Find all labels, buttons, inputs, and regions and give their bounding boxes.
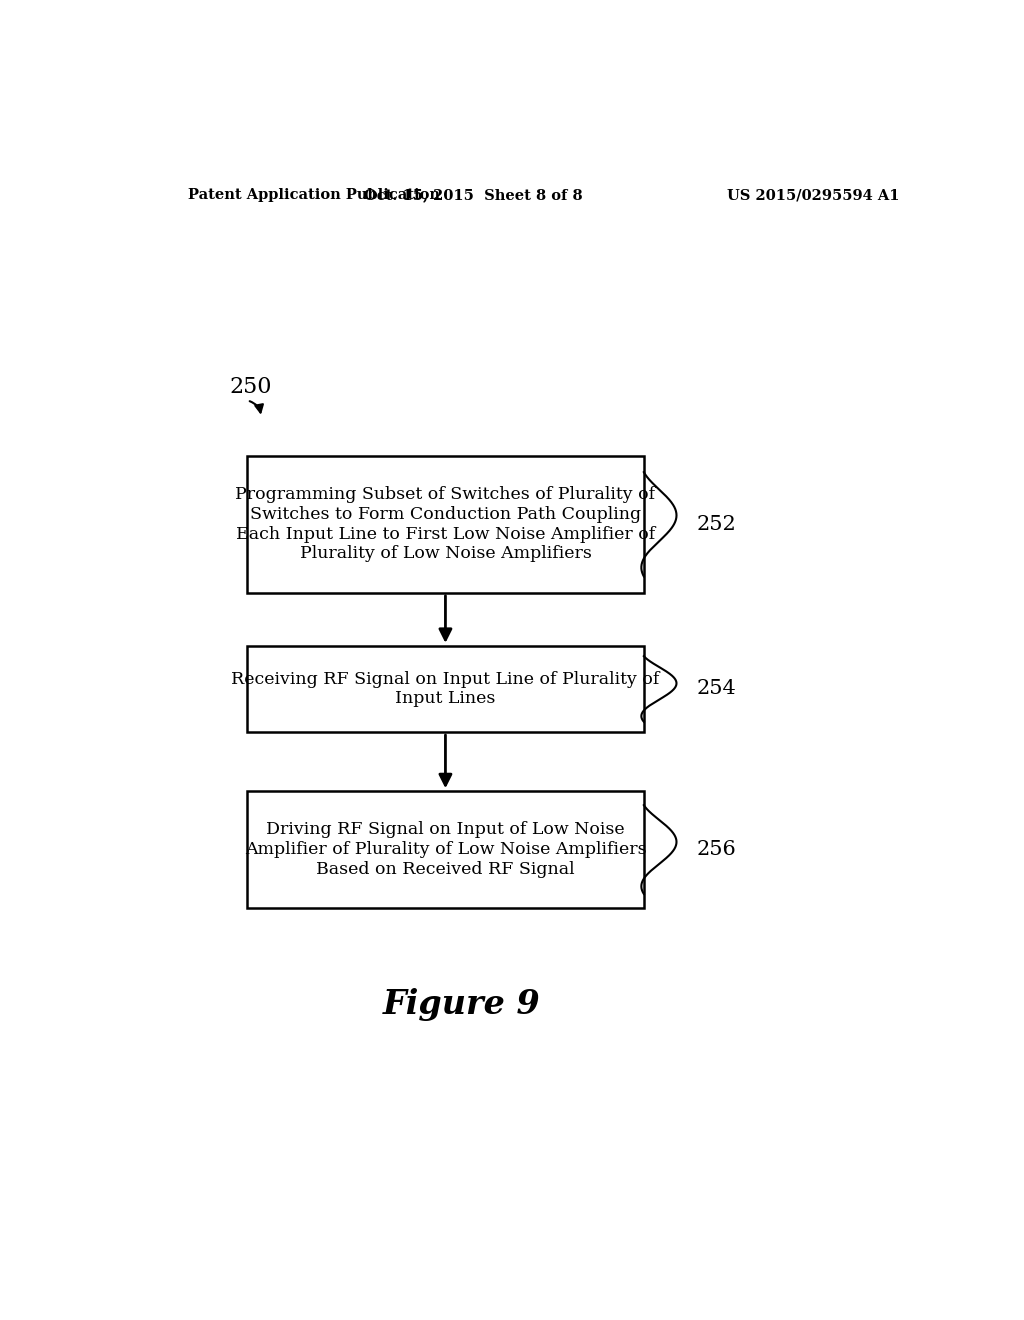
FancyBboxPatch shape	[247, 645, 644, 733]
Text: 254: 254	[696, 680, 736, 698]
Text: Programming Subset of Switches of Plurality of
Switches to Form Conduction Path : Programming Subset of Switches of Plural…	[236, 486, 655, 562]
Text: Patent Application Publication: Patent Application Publication	[187, 189, 439, 202]
Text: 250: 250	[229, 376, 272, 399]
Text: 252: 252	[696, 515, 736, 533]
Text: Figure 9: Figure 9	[382, 987, 541, 1020]
Text: 256: 256	[696, 840, 736, 859]
Text: Oct. 15, 2015  Sheet 8 of 8: Oct. 15, 2015 Sheet 8 of 8	[364, 189, 583, 202]
FancyBboxPatch shape	[247, 455, 644, 593]
Text: Receiving RF Signal on Input Line of Plurality of
Input Lines: Receiving RF Signal on Input Line of Plu…	[231, 671, 659, 708]
FancyBboxPatch shape	[247, 791, 644, 908]
Text: US 2015/0295594 A1: US 2015/0295594 A1	[727, 189, 900, 202]
Text: Driving RF Signal on Input of Low Noise
Amplifier of Plurality of Low Noise Ampl: Driving RF Signal on Input of Low Noise …	[245, 821, 646, 878]
